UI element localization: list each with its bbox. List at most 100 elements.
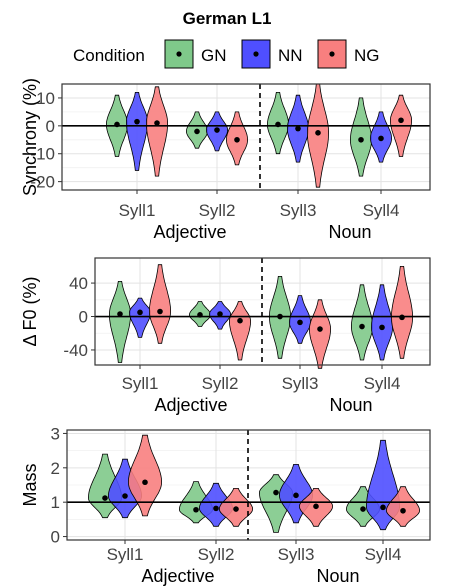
y-tick-label: -40	[63, 341, 88, 360]
violins	[106, 83, 412, 188]
mean-point-gn-syll3	[273, 489, 279, 496]
mean-point-ng-syll3	[315, 130, 321, 136]
x-tick-label: Syll3	[278, 545, 315, 564]
legend-item-gn: GN	[164, 39, 227, 69]
x-tick-label: Syll4	[363, 201, 400, 220]
violins	[87, 434, 421, 533]
chart-panel-2: 40 0 -40 Δ F0 (%) Syll1 Syll2 Syll3 Syll4 Adject…	[20, 257, 431, 415]
panel-border	[66, 429, 431, 541]
mean-point-gn-syll4	[360, 506, 366, 512]
y-axis-label: Synchrony (%)	[20, 78, 40, 196]
y-tick-label: 0	[79, 308, 88, 327]
y-tick-label: -10	[30, 145, 55, 164]
mean-point-ng-syll3	[317, 326, 323, 332]
panel-border	[61, 83, 431, 191]
legend-label-nn: NN	[278, 46, 303, 65]
violin-ng-syll4	[391, 266, 413, 359]
legend-label-gn: GN	[201, 46, 227, 65]
mean-point-nn-syll1	[122, 493, 128, 499]
y-tick-label: 2	[51, 459, 60, 478]
violin-nn-syll1	[126, 92, 148, 171]
violin-ng-syll1	[127, 434, 163, 517]
mean-point-nn-syll2	[217, 311, 223, 317]
y-axis: 40 0 -40 Δ F0 (%)	[20, 274, 95, 360]
mean-point-nn-syll2	[213, 505, 219, 512]
y-tick-label: 10	[36, 89, 55, 108]
mean-point-nn-syll4	[379, 324, 385, 331]
mean-point-nn-syll2	[214, 127, 220, 133]
x-tick-label: Syll2	[199, 201, 236, 220]
mean-point-ng-syll2	[233, 506, 239, 512]
mean-point-nn-syll4	[378, 135, 384, 142]
x-group-label-adjective: Adjective	[154, 395, 227, 415]
x-tick-label: Syll1	[122, 374, 159, 393]
x-group-label-adjective: Adjective	[141, 566, 214, 586]
mean-point-ng-syll2	[234, 136, 240, 143]
x-tick-label: Syll2	[198, 545, 235, 564]
x-tick-label: Syll3	[282, 374, 319, 393]
mean-point-gn-syll2	[194, 128, 200, 135]
legend: Condition GN NN NG	[73, 39, 380, 69]
legend-item-ng: NG	[317, 39, 380, 69]
y-tick-label: -20	[30, 173, 55, 192]
x-group-label-noun: Noun	[329, 395, 372, 415]
x-group-label-noun: Noun	[328, 222, 371, 242]
mean-point-nn-syll1	[134, 118, 140, 125]
violin-ng-syll1	[146, 86, 168, 177]
y-axis-label: Δ F0 (%)	[20, 276, 40, 346]
x-axis: Syll1 Syll2 Syll3 Syll4 Adjective Noun	[107, 540, 402, 586]
legend-key-dot	[253, 51, 259, 57]
panel-border	[94, 257, 431, 366]
legend-item-nn: NN	[241, 39, 303, 69]
mean-point-ng-syll3	[313, 503, 319, 510]
mean-point-nn-syll1	[137, 309, 143, 316]
legend-key-dot	[176, 51, 182, 57]
figure-title: German L1	[183, 9, 272, 28]
legend-label-ng: NG	[354, 46, 380, 65]
mean-point-gn-syll4	[359, 323, 365, 330]
x-tick-label: Syll4	[365, 545, 402, 564]
mean-point-gn-syll2	[193, 506, 199, 513]
mean-point-ng-syll2	[237, 317, 243, 324]
legend-title: Condition	[73, 46, 145, 65]
violin-gn-syll1	[109, 281, 131, 363]
x-tick-label: Syll1	[119, 201, 156, 220]
x-group-label-adjective: Adjective	[153, 222, 226, 242]
mean-point-nn-syll3	[297, 319, 303, 326]
violin-ng-syll4	[385, 486, 421, 527]
mean-point-ng-syll1	[142, 479, 148, 486]
y-axis: 3 2 1 0 Mass	[20, 424, 67, 547]
violin-nn-syll1	[128, 297, 152, 338]
x-axis: Syll1 Syll2 Syll3 Syll4 Adjective Noun	[119, 190, 400, 242]
mean-point-gn-syll1	[102, 495, 108, 501]
mean-point-nn-syll3	[293, 492, 299, 499]
y-tick-label: 0	[46, 117, 55, 136]
mean-point-ng-syll1	[154, 120, 160, 126]
y-tick-label: 1	[51, 493, 60, 512]
x-tick-label: Syll2	[202, 374, 239, 393]
y-tick-label: 0	[51, 528, 60, 547]
mean-point-ng-syll4	[400, 507, 406, 514]
mean-point-ng-syll4	[398, 117, 404, 124]
mean-point-nn-syll4	[380, 504, 386, 511]
violin-nn-syll3	[289, 295, 311, 344]
legend-key-dot	[329, 51, 335, 57]
violin-gn-syll4	[351, 284, 373, 361]
y-axis-label: Mass	[20, 463, 40, 506]
violin-nn-syll4	[370, 284, 394, 361]
x-tick-label: Syll3	[280, 201, 317, 220]
y-tick-label: 3	[51, 424, 60, 443]
mean-point-gn-syll1	[117, 311, 123, 317]
x-axis: Syll1 Syll2 Syll3 Syll4 Adjective Noun	[122, 365, 401, 415]
mean-point-gn-syll4	[358, 136, 364, 143]
chart-panel-3: 3 2 1 0 Mass Syll1 Syll2 Syll3 Syll4 Adjective Nou…	[20, 424, 431, 586]
mean-point-ng-syll1	[157, 308, 163, 315]
x-tick-label: Syll1	[107, 545, 144, 564]
x-tick-label: Syll4	[364, 374, 401, 393]
y-tick-label: 40	[69, 274, 88, 293]
mean-point-ng-syll4	[399, 314, 405, 321]
